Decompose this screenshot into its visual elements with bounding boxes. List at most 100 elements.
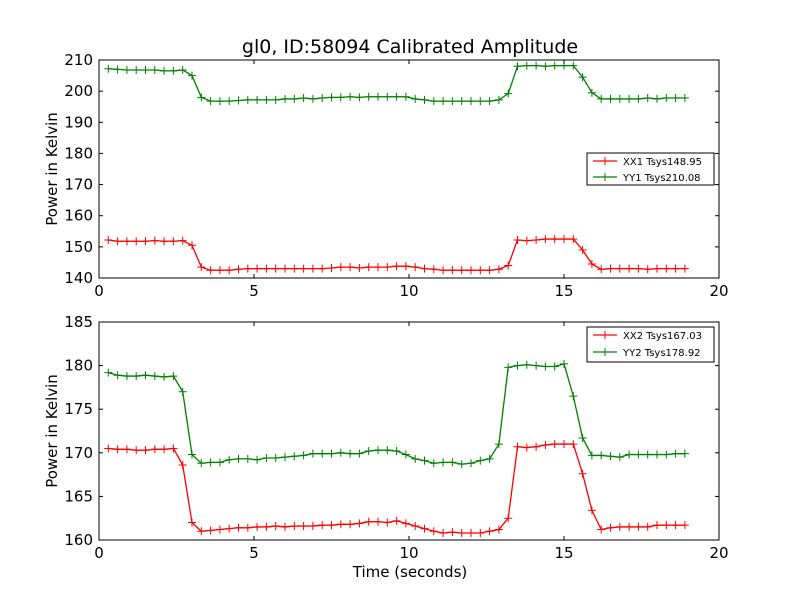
bottom-series-2-point	[243, 454, 252, 463]
bottom-legend-label-2: YY2 Tsys178.92	[622, 348, 701, 359]
bottom-series-2-point	[625, 450, 634, 459]
top-legend-marker-1	[601, 157, 609, 165]
top-series-2-point	[643, 93, 652, 102]
bottom-series-2-point	[513, 361, 522, 370]
top-series-2-point	[188, 71, 196, 80]
bottom-series-1-point	[532, 442, 541, 451]
bottom-series-2-point	[550, 362, 559, 371]
top-series-1-point	[560, 235, 568, 244]
top-series-1-point	[439, 266, 448, 275]
top-series-1-point	[550, 235, 559, 244]
top-series-2-point	[290, 94, 299, 103]
top-series-1-point	[411, 263, 420, 272]
bottom-series-1-point	[290, 522, 299, 531]
top-series-2-point	[141, 65, 150, 74]
bottom-series-1-point	[634, 522, 643, 531]
top-series-1-point	[336, 263, 345, 272]
top-series-1-point	[680, 264, 689, 273]
top-series-1-point	[178, 236, 187, 245]
bottom-series-2-point	[141, 371, 150, 380]
top-y-tick-label: 170	[64, 176, 93, 194]
top-series-2-point	[597, 94, 606, 103]
top-series-2-point	[420, 95, 429, 104]
top-series-1-point	[643, 265, 652, 274]
bottom-series-group	[104, 359, 689, 538]
bottom-plot-area	[98, 321, 720, 541]
top-series-1-point	[299, 264, 308, 273]
top-series-1-point	[271, 264, 280, 273]
bottom-series-2-point	[680, 449, 689, 458]
bottom-series-1-point	[429, 527, 438, 536]
top-series-1-point	[429, 265, 438, 274]
top-y-tick-label: 210	[64, 51, 93, 69]
top-series-1-point	[569, 235, 578, 244]
bottom-series-1-point	[653, 521, 661, 530]
bottom-series-1-point	[281, 522, 289, 531]
bottom-series-2-point	[467, 459, 475, 468]
top-series-1-point	[364, 263, 373, 272]
bottom-series-1-point	[383, 518, 392, 527]
top-series-2-point	[327, 93, 336, 102]
bottom-series-2-point	[308, 449, 317, 458]
bottom-series-2-point	[234, 454, 243, 463]
top-series-2-point	[197, 93, 206, 102]
bottom-series-2-point	[597, 451, 606, 460]
top-series-2-point	[206, 97, 215, 106]
bottom-x-tick-labels: 0 5 10 15 20	[94, 544, 728, 562]
top-series-2-point	[225, 97, 234, 106]
bottom-series-2-point	[392, 447, 401, 456]
top-series-1-point	[169, 237, 178, 246]
bottom-series-2-point	[122, 372, 131, 381]
bottom-series-1-point	[578, 469, 587, 478]
top-series-1-point	[392, 262, 401, 271]
top-y-tick-label: 190	[64, 113, 93, 131]
bottom-series-1-point	[243, 523, 252, 532]
top-series-2-point	[262, 95, 271, 104]
bottom-legend-marker-1	[601, 331, 609, 339]
top-series-1-point	[671, 264, 680, 273]
top-series-2-point	[550, 61, 559, 70]
top-series-1-point	[150, 236, 159, 245]
top-series-1-point	[132, 237, 141, 246]
bottom-x-tick-label: 20	[709, 544, 728, 562]
top-series-1-point	[243, 264, 252, 273]
bottom-series-2-point	[299, 451, 308, 460]
bottom-series-2-point	[215, 458, 224, 467]
bottom-series-1-point	[169, 444, 178, 453]
bottom-series-2-point	[253, 455, 262, 464]
top-series-1-point	[494, 265, 503, 274]
bottom-series-2-point	[336, 448, 345, 457]
top-series-1-point	[448, 266, 457, 275]
bottom-series-2-point	[383, 446, 392, 455]
bottom-series-2-point	[225, 455, 234, 464]
top-series-2-point	[113, 65, 122, 74]
bottom-series-1-point	[206, 526, 215, 535]
bottom-subplot: 0 5 10 15 20 160 165 170 175 180 185 Power in Kel…	[43, 313, 729, 581]
top-series-2-point	[132, 65, 141, 74]
bottom-series-1-point	[234, 523, 243, 532]
top-series-1-point	[383, 263, 392, 272]
top-series-2-point	[541, 62, 550, 71]
top-series-group	[104, 61, 689, 275]
top-legend-entries: XX1 Tsys148.95 YY1 Tsys210.08	[593, 157, 702, 184]
top-series-2-point	[634, 94, 643, 103]
top-y-tick-label: 160	[64, 207, 93, 225]
bottom-series-2-point	[188, 450, 196, 459]
top-x-tick-label: 5	[249, 282, 259, 300]
top-series-1-point	[113, 237, 122, 246]
bottom-series-1-point	[550, 440, 559, 449]
top-series-2-point	[522, 61, 531, 70]
top-series-1-point	[141, 237, 150, 246]
top-series-2-point	[253, 95, 262, 104]
top-legend-label-2: YY1 Tsys210.08	[622, 173, 701, 184]
bottom-x-tick-label: 0	[94, 544, 104, 562]
top-series-2-point	[318, 93, 327, 102]
top-series-1-point	[532, 236, 541, 245]
bottom-y-tick-label: 165	[64, 487, 93, 505]
bottom-series-1-point	[513, 442, 522, 451]
top-series-2-point	[476, 97, 485, 106]
bottom-series-1-point	[253, 522, 262, 531]
top-series-1-point	[122, 237, 131, 246]
bottom-series-2-point	[653, 450, 661, 459]
